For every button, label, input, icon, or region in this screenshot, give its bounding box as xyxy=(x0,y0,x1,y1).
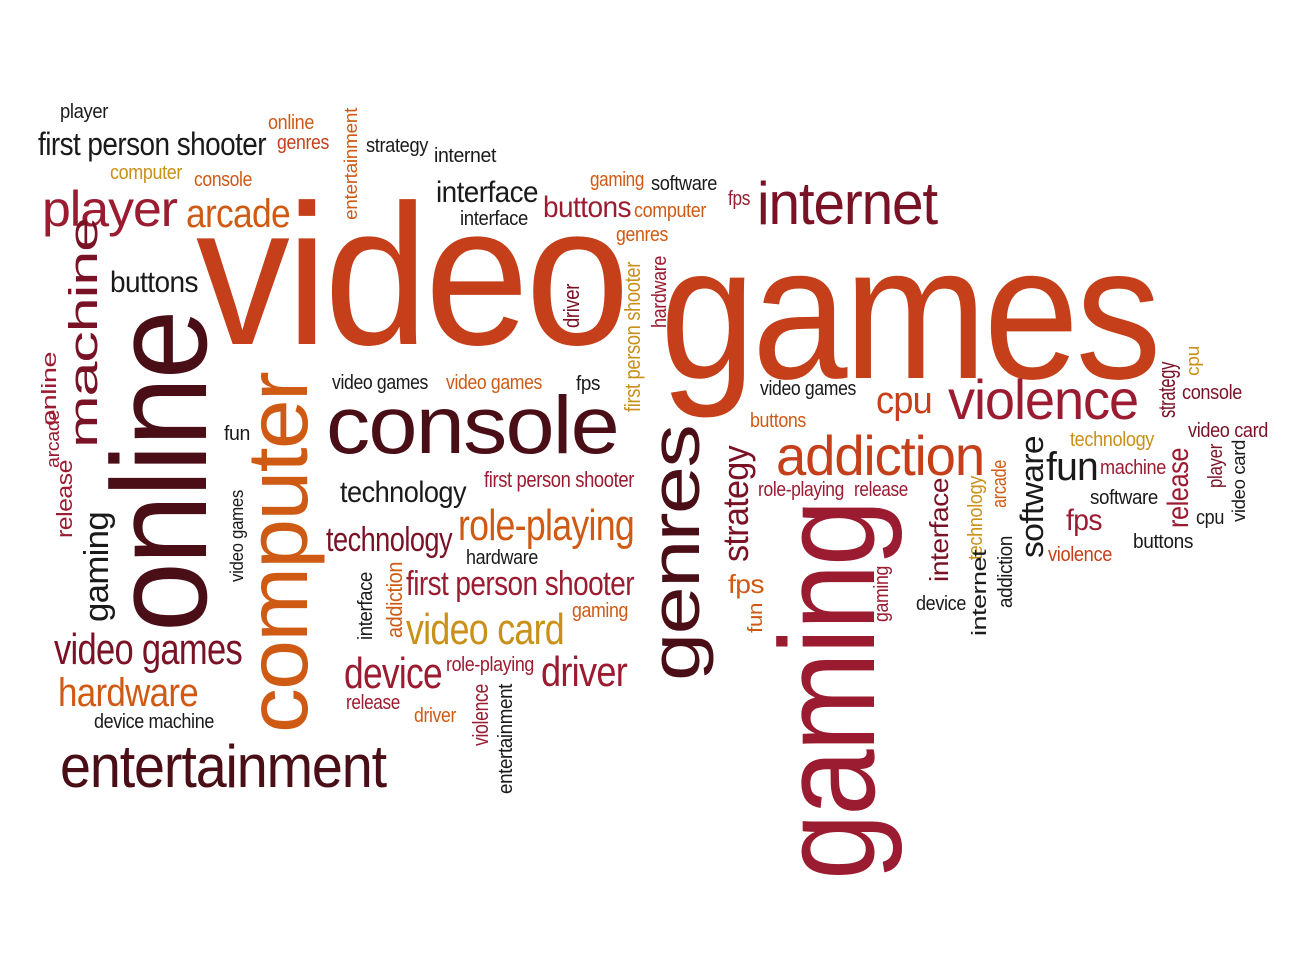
word-arcade: arcade xyxy=(989,460,1011,508)
word-fun: fun xyxy=(745,603,767,633)
word-arcade: arcade xyxy=(186,192,291,236)
word-fps: fps xyxy=(728,569,765,599)
word-player: player xyxy=(42,181,178,237)
word-console: console xyxy=(326,380,620,471)
word-device: device xyxy=(344,649,443,698)
word-buttons: buttons xyxy=(110,266,199,299)
word-machine: machine xyxy=(1100,457,1166,479)
word-gaming: gaming xyxy=(78,512,116,622)
word-computer: computer xyxy=(634,200,706,222)
word-fps: fps xyxy=(576,373,600,395)
word-video-games: video games xyxy=(227,490,247,582)
word-fun: fun xyxy=(1046,445,1099,489)
word-violence: violence xyxy=(1048,544,1112,566)
word-computer: computer xyxy=(110,162,182,184)
word-video-card: video card xyxy=(406,605,565,654)
word-driver: driver xyxy=(541,648,628,695)
word-release: release xyxy=(854,479,908,501)
word-hardware: hardware xyxy=(58,671,199,715)
word-strategy: strategy xyxy=(1154,362,1181,418)
word-technology: technology xyxy=(1070,429,1154,451)
word-technology: technology xyxy=(326,521,453,559)
word-addiction: addiction xyxy=(382,562,407,638)
word-device-machine: device machine xyxy=(94,711,214,733)
word-interface: interface xyxy=(924,478,954,582)
word-hardware: hardware xyxy=(649,256,671,328)
word-addiction: addiction xyxy=(776,424,985,487)
word-first-person-shooter: first person shooter xyxy=(406,565,635,603)
word-technology: technology xyxy=(340,476,467,509)
word-entertainment: entertainment xyxy=(495,684,517,794)
word-video-card: video card xyxy=(1188,420,1268,442)
word-cpu: cpu xyxy=(876,380,933,422)
word-player: player xyxy=(1205,444,1227,488)
word-player: player xyxy=(60,101,108,123)
word-internet: internet xyxy=(434,145,496,167)
word-buttons: buttons xyxy=(1133,531,1193,553)
word-entertainment: entertainment xyxy=(60,733,387,800)
word-driver: driver xyxy=(414,705,456,727)
word-video-games: video games xyxy=(760,378,856,400)
word-role-playing: role-playing xyxy=(446,654,534,676)
word-genres: genres xyxy=(636,426,714,681)
word-video-games: video games xyxy=(446,372,542,394)
word-internet: internet xyxy=(969,550,991,636)
word-gaming: gaming xyxy=(590,169,644,191)
word-buttons: buttons xyxy=(543,191,632,224)
word-addiction: addiction xyxy=(995,536,1017,608)
word-gaming: gaming xyxy=(752,502,903,880)
word-internet: internet xyxy=(757,170,938,237)
word-gaming: gaming xyxy=(572,600,628,622)
word-genres: genres xyxy=(616,224,668,246)
word-fps: fps xyxy=(728,188,750,210)
word-strategy: strategy xyxy=(366,135,428,157)
word-first-person-shooter: first person shooter xyxy=(620,262,645,412)
word-console: console xyxy=(194,169,252,191)
word-software: software xyxy=(1090,487,1158,509)
word-video-games: video games xyxy=(54,625,243,674)
word-buttons: buttons xyxy=(750,410,806,432)
word-interface: interface xyxy=(436,176,539,209)
word-interface: interface xyxy=(460,208,528,230)
word-driver: driver xyxy=(559,284,584,328)
word-genres: genres xyxy=(277,132,329,154)
word-hardware: hardware xyxy=(466,547,538,569)
word-cpu: cpu xyxy=(1183,346,1203,376)
word-video: video xyxy=(196,164,630,387)
word-role-playing: role-playing xyxy=(458,501,635,550)
word-role-playing: role-playing xyxy=(758,479,844,501)
word-video-games: video games xyxy=(332,372,428,394)
word-software: software xyxy=(1014,436,1050,558)
word-gaming: gaming xyxy=(871,566,893,622)
word-technology: technology xyxy=(965,476,987,560)
word-online: online xyxy=(268,112,314,134)
word-fps: fps xyxy=(1066,504,1103,537)
word-cpu: cpu xyxy=(1196,507,1224,529)
word-games: games xyxy=(660,207,1161,419)
word-release: release xyxy=(1162,448,1195,528)
word-console: console xyxy=(1182,382,1242,404)
word-release: release xyxy=(52,460,77,538)
word-strategy: strategy xyxy=(715,446,756,562)
word-release: release xyxy=(346,692,400,714)
word-software: software xyxy=(651,173,717,195)
word-violence: violence xyxy=(948,368,1139,431)
word-first-person-shooter: first person shooter xyxy=(484,467,634,492)
word-first-person-shooter: first person shooter xyxy=(38,126,267,162)
word-violence: violence xyxy=(468,684,493,746)
word-interface: interface xyxy=(355,572,377,640)
word-fun: fun xyxy=(224,423,250,445)
word-device: device xyxy=(916,593,966,615)
word-video-card: video card xyxy=(1229,440,1249,522)
